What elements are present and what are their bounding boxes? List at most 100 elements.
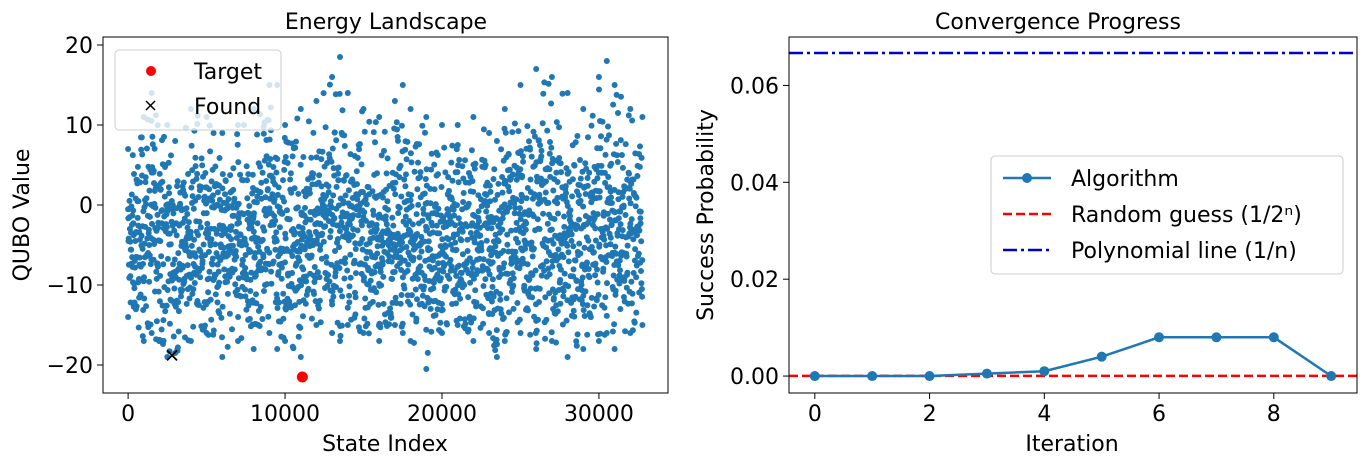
state-point <box>561 213 568 220</box>
state-point <box>190 205 197 212</box>
state-point <box>192 163 199 170</box>
state-point <box>141 240 148 247</box>
state-point <box>137 291 144 298</box>
state-point <box>184 262 191 269</box>
state-point <box>413 211 420 218</box>
state-point <box>407 338 414 344</box>
state-point <box>459 163 466 170</box>
state-point <box>508 288 515 295</box>
state-point <box>344 90 351 96</box>
state-point <box>560 293 567 300</box>
state-point <box>584 259 590 266</box>
state-point <box>365 330 372 337</box>
state-point <box>163 302 170 309</box>
state-point <box>158 326 165 333</box>
state-point <box>467 279 474 286</box>
state-point <box>607 241 614 248</box>
y-tick-label: 10 <box>65 114 93 139</box>
state-point <box>625 112 632 119</box>
state-point <box>513 219 520 226</box>
y-tick-label: 0 <box>79 194 93 219</box>
state-point <box>140 260 146 267</box>
state-point <box>127 273 134 280</box>
state-point <box>374 250 381 257</box>
state-point <box>579 301 586 308</box>
state-point <box>219 303 226 310</box>
state-point <box>184 211 191 217</box>
state-point <box>329 330 336 336</box>
state-point <box>519 172 526 179</box>
x-tick-label: 4 <box>1037 402 1051 427</box>
algorithm-point <box>1039 366 1050 377</box>
state-point <box>174 183 181 190</box>
state-point <box>195 302 202 308</box>
state-point <box>338 219 345 226</box>
state-point <box>336 90 343 97</box>
state-point <box>204 220 211 227</box>
state-point <box>617 208 624 215</box>
state-point <box>350 212 357 219</box>
state-point <box>637 143 643 150</box>
state-point <box>137 179 144 186</box>
state-point <box>478 240 485 246</box>
state-point <box>261 288 267 294</box>
state-point <box>486 182 493 189</box>
state-point <box>569 176 576 183</box>
state-point <box>130 207 137 214</box>
state-point <box>497 291 504 297</box>
state-point <box>273 169 280 176</box>
state-point <box>142 179 149 186</box>
state-point <box>171 256 178 263</box>
state-point <box>316 297 323 304</box>
state-point <box>398 193 405 200</box>
energy-landscape-frame <box>102 36 669 394</box>
state-point <box>617 221 624 228</box>
state-point <box>528 153 535 160</box>
state-point <box>393 119 400 126</box>
state-point <box>392 191 399 198</box>
state-point <box>497 296 504 303</box>
algorithm-point <box>1268 332 1279 343</box>
state-point <box>146 278 153 285</box>
state-point <box>237 232 244 238</box>
state-point <box>266 205 273 212</box>
state-point <box>524 185 531 191</box>
state-point <box>610 272 617 279</box>
state-point <box>412 286 419 293</box>
state-point <box>489 276 496 283</box>
state-point <box>170 261 176 268</box>
state-point <box>628 278 635 285</box>
state-point <box>368 220 375 227</box>
state-point <box>139 151 146 158</box>
state-point <box>622 328 629 335</box>
state-point <box>590 249 597 256</box>
state-point <box>181 215 188 222</box>
state-point <box>353 168 360 175</box>
state-point <box>419 292 426 299</box>
state-point <box>454 142 461 148</box>
state-point <box>448 263 455 270</box>
state-point <box>614 152 620 159</box>
state-point <box>395 210 402 217</box>
state-point <box>560 254 567 261</box>
state-point <box>584 182 591 189</box>
state-point <box>619 227 626 234</box>
state-point <box>569 193 576 200</box>
state-point <box>323 254 330 260</box>
state-point <box>547 139 553 145</box>
state-point <box>150 256 157 263</box>
state-point <box>598 162 605 169</box>
state-point <box>259 316 266 322</box>
state-point <box>615 110 621 116</box>
state-point <box>442 169 449 176</box>
state-point <box>620 294 627 300</box>
state-point <box>155 288 162 295</box>
state-point <box>489 259 496 266</box>
state-point <box>401 176 408 183</box>
y-tick-label: 20 <box>65 34 93 59</box>
state-point <box>533 340 540 347</box>
state-point <box>394 126 400 133</box>
state-point <box>442 243 449 250</box>
